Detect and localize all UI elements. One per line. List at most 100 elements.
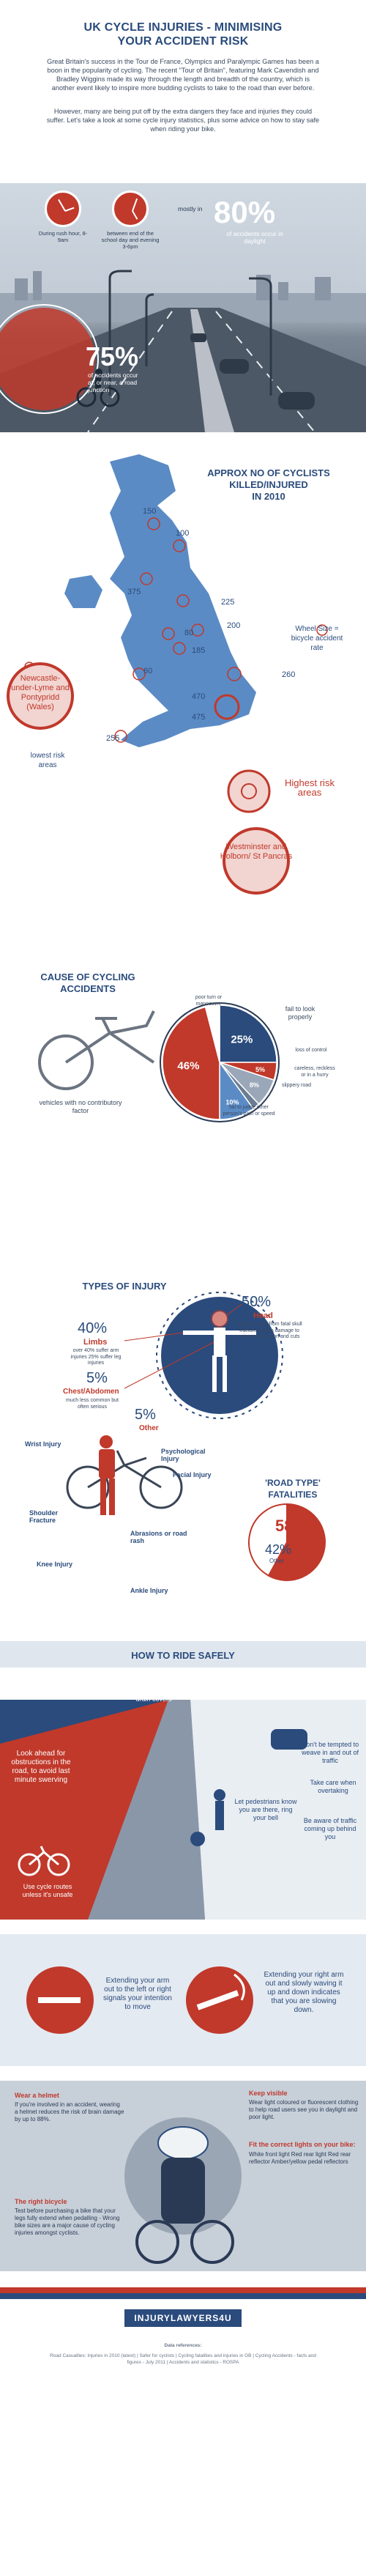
pie-label: 5% [255,1066,265,1073]
facial-label: Facial Injury [173,1471,212,1478]
tip-overtaking: Take care when overtaking [310,1779,356,1794]
map-number: 375 [127,588,141,596]
lights-title: Fit the correct lights on your bike: [249,2141,356,2148]
careless-label: careless, reckless or in a hurry [294,1066,335,1078]
tip-pedestrians: Let pedestrians know you are there, ring… [234,1798,297,1821]
road-type-title: 'ROAD TYPE' FATALITIES [265,1478,321,1500]
knee-label: Knee Injury [37,1561,73,1568]
fail-look-label: fail to look properly [285,1005,315,1021]
westminster-wheel [223,827,290,895]
map-title-line-2: KILLED/INJURED [229,479,308,490]
tip-arm-signal: Extending your arm out to the left or ri… [103,1977,172,2011]
car-icon [271,1729,307,1750]
clock-icon [112,190,149,227]
other-label: Other [139,1424,159,1432]
map-number: 470 [192,692,206,701]
limbs-desc: over 40% suffer arm injuries 25% suffer … [70,1348,122,1366]
fail-judge-label: fail to judge other person's path or spe… [223,1105,275,1117]
poor-turn-label: poor turn or manoeuvre [195,995,223,1007]
pie-label: 46% [177,1059,199,1072]
key-wheel-icon [316,624,328,636]
highest-risk-label: Highest risk areas [285,777,335,798]
bike-size-title: The right bicycle [15,2198,67,2205]
slow-signal-icon [196,1990,239,2010]
street-lamps [108,270,272,396]
road-section: During rush hour, 8-9am between end of t… [0,183,366,432]
helmet-icon [157,2126,209,2160]
causes-section: CAUSE OF CYCLING ACCIDENTS 25% 5% 8% 10% 46%… [0,967,366,1260]
title-line-2: YOUR ACCIDENT RISK [117,35,249,48]
pie-label: 10% [225,1098,239,1106]
road-illustration [0,270,366,432]
junction-percentage: 75% [86,341,139,371]
map-number: 200 [227,621,241,630]
bicycle-icon [18,1846,70,1876]
car-icon [220,359,249,374]
bicycle-icon [38,1010,155,1090]
helmet-title: Wear a helmet [15,2092,59,2099]
map-number: 100 [176,529,190,538]
causes-chart: 25% 5% 8% 10% 46% [38,1002,280,1122]
pie-slice [204,1004,220,1063]
pie-ring [160,1002,280,1122]
daylight-caption: of accidents occur in daylight [226,230,283,245]
map-number: 260 [282,670,296,679]
abrasions-label: Abrasions or road rash [130,1530,187,1544]
ride-title: HOW TO RIDE SAFELY [131,1650,235,1661]
other-pct: 5% [135,1407,156,1423]
pie-label: 25% [231,1034,253,1046]
ride-safely-section: HOW TO RIDE SAFELY [0,1641,366,2576]
no-factor-label: vehicles with no contributory factor [39,1099,122,1114]
intro-paragraph-1: Great Britain's success in the Tour de F… [47,58,319,92]
header-section: UK CYCLE INJURIES - MINIMISING YOUR ACCI… [0,0,366,183]
map-number: 475 [192,713,206,722]
highest-risk-wheel [227,769,271,813]
newcastle-label: Newcastle-under-Lyme and Pontypridd (Wal… [11,674,70,711]
tip-cycle-routes: Use cycle routes unless it's unsafe [22,1883,73,1898]
causes-title: CAUSE OF CYCLING ACCIDENTS [22,971,154,995]
loss-control-label: loss of control [295,1048,327,1053]
map-title: APPROX NO OF CYCLISTS KILLED/INJURED IN … [192,467,346,503]
chest-pct: 5% [86,1370,108,1386]
road-surface [0,308,366,432]
slippery-label: slippery road [281,1083,312,1088]
ride-title-band [0,1641,366,1668]
head-desc: Injuries range from fatal skull fracture… [236,1322,302,1339]
types-title: TYPES OF INJURY [82,1281,167,1292]
psych-label: Psychological Injury [161,1448,206,1462]
wheel-size-key: Wheel Size = bicycle accident rate [291,625,343,652]
visible-text: Wear light coloured or fluorescent cloth… [249,2099,359,2120]
chest-label: Chest/Abdomen [63,1388,119,1396]
chest-desc: much less common but often serious [66,1398,119,1410]
map-section: APPROX NO OF CYCLISTS KILLED/INJURED IN … [0,432,366,967]
tip-kerb-distance: Cycle a fair distance from the kerb to a… [122,1679,186,1703]
tip-look-ahead: Look ahead for obstructions in the road,… [11,1750,71,1784]
car-icon [190,333,206,342]
brand-logo[interactable]: INJURYLAWYERS4U [124,2309,242,2327]
wheel-markers [114,517,242,743]
road-other-label: Other [269,1558,285,1564]
road-type-pie [248,1503,326,1581]
page-title: UK CYCLE INJURIES - MINIMISING YOUR ACCI… [0,21,366,48]
injured-cyclist-illustration [66,1450,183,1509]
uk-map [7,454,328,895]
school-clock: between end of the school day and evenin… [101,190,160,250]
injury-illustration [66,1292,326,1581]
causes-title-line-1: CAUSE OF CYCLING [40,971,135,982]
daylight-percentage: 80% [214,195,276,229]
bike-size-text: Test before purchasing a bike that your … [15,2207,120,2236]
shoulder-label: Shoulder Fracture [29,1509,59,1524]
pie-slice [162,1006,220,1120]
newcastle-wheel [7,662,74,730]
map-title-line-3: IN 2010 [252,491,285,502]
pie-label: 8% [250,1081,259,1089]
map-number: 150 [143,507,157,516]
ankle-label: Ankle Injury [130,1587,168,1594]
lights-text: White front light Red rear light Red rea… [249,2151,351,2165]
sources-label: Data references: [164,2343,202,2348]
clock-icon [45,190,81,227]
rush-hour-clock: During rush hour, 8-9am [34,190,92,243]
title-line-1: UK CYCLE INJURIES - MINIMISING [83,21,283,34]
pedestrian-icon [190,1789,225,1846]
